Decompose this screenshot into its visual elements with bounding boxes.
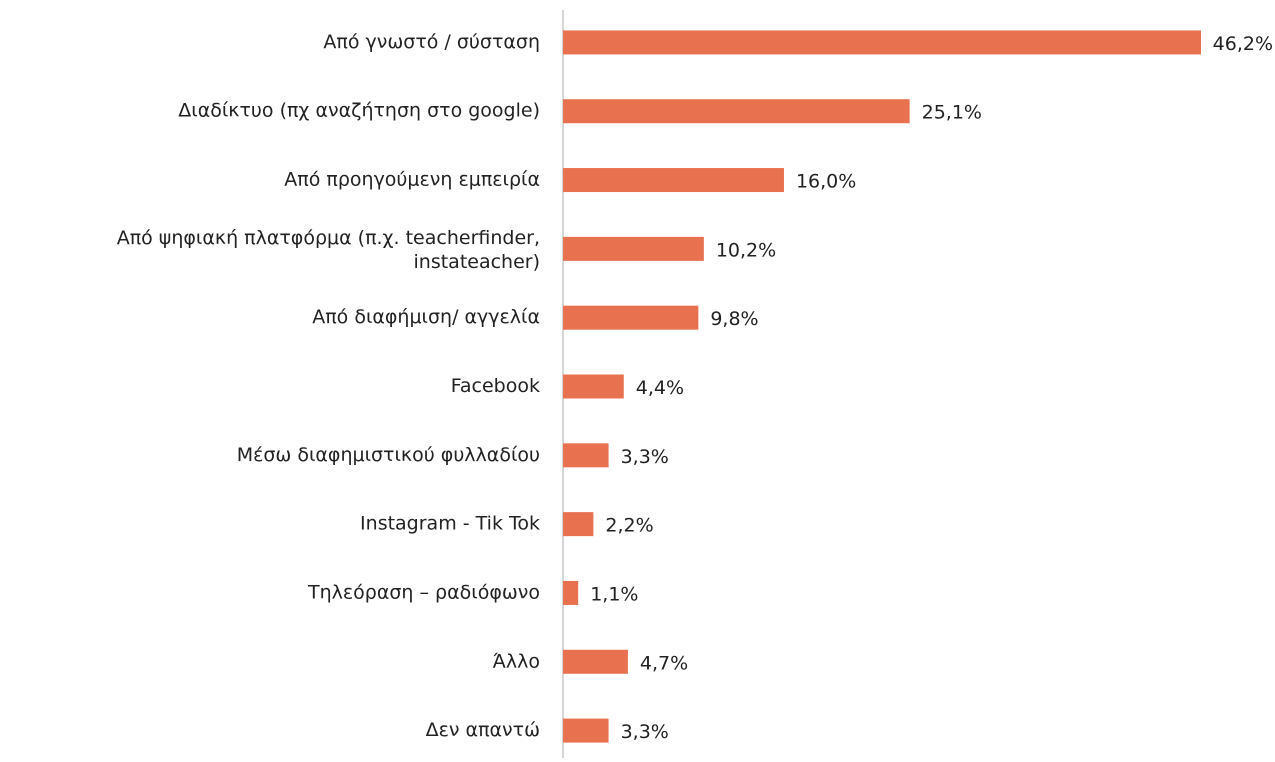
value-label: 16,0% [796,171,856,193]
category-label: Facebook [451,375,540,397]
value-label: 2,2% [605,515,653,537]
bar [563,305,699,330]
category-label: Δεν απαντώ [426,719,540,741]
category-label: Από προηγούμενη εμπειρία [284,169,540,191]
category-label: Από γνωστό / σύσταση [323,31,540,53]
value-label: 25,1% [922,102,982,124]
bar [563,236,704,261]
value-label: 9,8% [710,308,758,330]
bar [563,718,609,743]
bar [563,512,594,537]
bar [563,580,579,605]
value-label: 10,2% [716,239,776,261]
bar [563,99,910,124]
category-label: Από ψηφιακή πλατφόρμα (π.χ. teacherfinde… [117,226,540,272]
value-label: 46,2% [1213,33,1273,55]
category-label: Μέσω διαφημιστικού φυλλαδίου [237,444,540,466]
category-label: Τηλεόραση – ραδιόφωνο [307,581,540,603]
bar [563,168,784,193]
value-label: 3,3% [621,446,669,468]
value-label: 4,7% [640,652,688,674]
bar [563,443,609,468]
category-label: Διαδίκτυο (πχ αναζήτηση στο google) [178,100,540,122]
value-label: 1,1% [590,583,638,605]
bar [563,649,628,674]
value-label: 3,3% [621,721,669,743]
category-label: Instagram - Tik Tok [360,513,540,535]
category-label: Άλλο [493,650,540,672]
category-label: Από διαφήμιση/ αγγελία [312,306,540,328]
value-label: 4,4% [636,377,684,399]
bar [563,374,624,399]
bar [563,30,1201,55]
